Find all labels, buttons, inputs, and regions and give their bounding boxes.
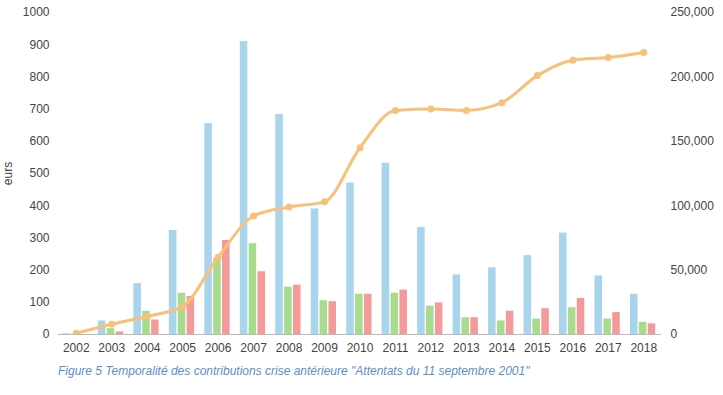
svg-text:2008: 2008 bbox=[276, 341, 303, 355]
svg-text:2016: 2016 bbox=[559, 341, 586, 355]
svg-text:2018: 2018 bbox=[630, 341, 657, 355]
svg-text:2006: 2006 bbox=[205, 341, 232, 355]
svg-text:2004: 2004 bbox=[134, 341, 161, 355]
html-text:Figure 5 Temporalité des contr: Figure 5 Temporalité des contributions c… bbox=[58, 364, 530, 378]
svg-text:150,000: 150,000 bbox=[671, 134, 715, 148]
svg-text:2010: 2010 bbox=[347, 341, 374, 355]
svg-text:2002: 2002 bbox=[63, 341, 90, 355]
svg-text:2013: 2013 bbox=[453, 341, 480, 355]
svg-text:500: 500 bbox=[29, 166, 49, 180]
svg-text:300: 300 bbox=[29, 231, 49, 245]
svg-text:eurs: eurs bbox=[1, 162, 15, 185]
svg-text:2005: 2005 bbox=[169, 341, 196, 355]
svg-text:0: 0 bbox=[671, 327, 678, 341]
svg-text:800: 800 bbox=[29, 70, 49, 84]
svg-text:400: 400 bbox=[29, 199, 49, 213]
svg-text:100: 100 bbox=[29, 295, 49, 309]
svg-text:2014: 2014 bbox=[489, 341, 516, 355]
svg-text:2012: 2012 bbox=[418, 341, 445, 355]
svg-text:50,000: 50,000 bbox=[671, 263, 708, 277]
svg-text:2011: 2011 bbox=[383, 341, 409, 355]
svg-text:200,000: 200,000 bbox=[671, 70, 715, 84]
svg-text:100,000: 100,000 bbox=[671, 199, 715, 213]
svg-text:2015: 2015 bbox=[524, 341, 551, 355]
svg-text:250,000: 250,000 bbox=[671, 5, 715, 19]
svg-text:900: 900 bbox=[29, 38, 49, 52]
svg-text:2003: 2003 bbox=[98, 341, 125, 355]
svg-text:700: 700 bbox=[29, 102, 49, 116]
svg-text:2007: 2007 bbox=[240, 341, 267, 355]
svg-text:600: 600 bbox=[29, 134, 49, 148]
svg-text:0: 0 bbox=[43, 327, 50, 341]
svg-text:1000: 1000 bbox=[23, 5, 50, 19]
svg-text:2017: 2017 bbox=[595, 341, 622, 355]
svg-text:2009: 2009 bbox=[311, 341, 338, 355]
svg-text:200: 200 bbox=[29, 263, 49, 277]
